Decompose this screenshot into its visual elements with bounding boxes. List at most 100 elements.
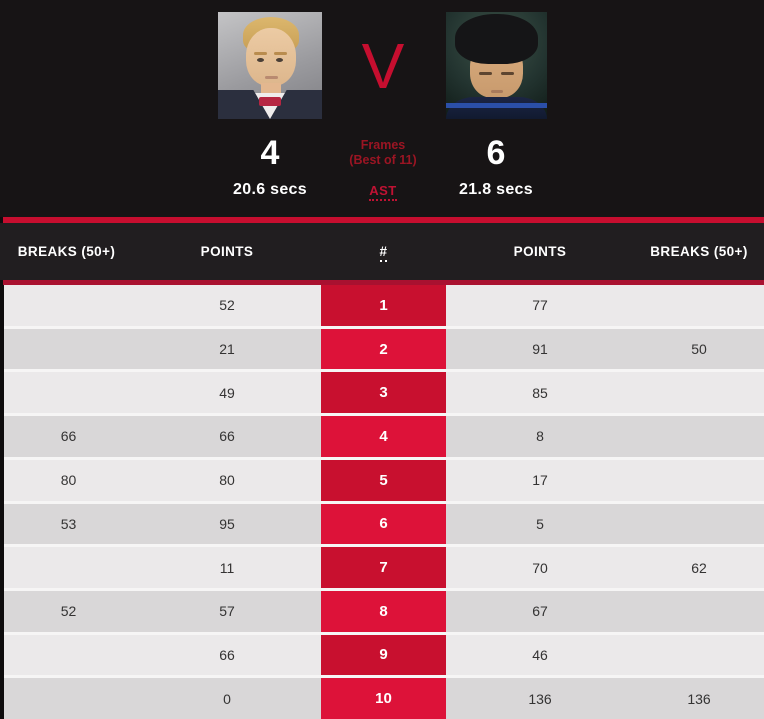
player2-breaks-cell (634, 504, 764, 545)
player2-photo-mouth (490, 90, 503, 93)
versus-column: V Frames (Best of 11) AST (327, 12, 439, 201)
frame-number-cell: 5 (321, 459, 446, 501)
frames-table-body: 52 1 77 21 2 91 50 49 3 85 66 66 4 8 80 … (0, 285, 764, 719)
versus-letter: V (361, 29, 405, 102)
player1-points-cell: 80 (219, 472, 235, 489)
player1-breaks-cell: 80 (60, 472, 77, 489)
match-header: 4 20.6 secs V Frames (Best of 11) AST (0, 0, 764, 217)
frame-row: 53 95 6 5 (4, 500, 764, 545)
player1-points-cell: 57 (219, 603, 235, 620)
player2-points-cell: 85 (532, 384, 548, 401)
header-player2-breaks: BREAKS (50+) (650, 244, 748, 259)
player2-breaks-cell (634, 460, 764, 501)
player2-photo-hair (454, 14, 538, 64)
frame-row: 52 57 8 67 (4, 587, 764, 632)
player1-points-cell: 11 (219, 559, 235, 576)
player2-points-cell: 67 (532, 603, 548, 620)
frame-row: 66 9 46 (4, 631, 764, 676)
player1-points-cell: 66 (219, 646, 235, 663)
player1-photo (218, 12, 322, 119)
player1-photo-brow (254, 52, 267, 55)
frame-number-hash: # (379, 244, 388, 262)
frame-row: 0 10 136 136 (4, 675, 764, 719)
player2-avg-shot-time: 21.8 secs (459, 181, 533, 198)
player2-breaks-cell (634, 591, 764, 632)
frame-number-cell: 7 (321, 547, 446, 588)
player2-points-cell: 91 (532, 341, 548, 358)
frames-best-of-label: Frames (Best of 11) (349, 133, 416, 173)
player2-breaks-cell: 50 (691, 341, 707, 358)
player2-breaks-cell (634, 285, 764, 326)
frame-row: 66 66 4 8 (4, 413, 764, 457)
player2-points-cell: 136 (528, 690, 552, 707)
player1-breaks-cell (4, 372, 133, 413)
player1-photo-mouth (265, 76, 278, 79)
player2-points-cell: 46 (532, 646, 548, 663)
frame-number-cell: 8 (321, 590, 446, 632)
hero-grid: 4 20.6 secs V Frames (Best of 11) AST (0, 0, 764, 201)
player2-breaks-cell (634, 416, 764, 457)
frame-row: 21 2 91 50 (4, 325, 764, 370)
player2-photo-collar-stripe (445, 103, 547, 108)
player1-points-cell: 66 (219, 428, 235, 445)
versus-slot: V (362, 12, 405, 119)
frame-row: 49 3 85 (4, 369, 764, 414)
player2-points-cell: 70 (532, 559, 548, 576)
player2-photo-eye (478, 72, 492, 75)
frames-label-line2: (Best of 11) (349, 153, 417, 167)
frame-row: 11 7 70 62 (4, 544, 764, 588)
player1-breaks-cell (4, 635, 133, 676)
player2-breaks-cell: 136 (687, 690, 711, 707)
frame-row: 52 1 77 (4, 285, 764, 326)
frame-number-cell: 1 (321, 285, 446, 326)
frames-table-header: BREAKS (50+) POINTS # POINTS BREAKS (50+… (0, 223, 764, 280)
player2-breaks-cell (634, 635, 764, 676)
player1-breaks-cell: 52 (60, 603, 77, 620)
player1-breaks-cell (4, 547, 133, 588)
frame-row: 80 80 5 17 (4, 456, 764, 501)
frame-number-cell: 3 (321, 372, 446, 414)
header-player1-breaks: BREAKS (50+) (17, 244, 116, 259)
player1-photo-eye (257, 58, 264, 62)
player1-points-cell: 49 (219, 384, 235, 401)
ast-slot: AST (369, 182, 397, 201)
header-frame-number: # (321, 244, 446, 262)
ast-abbreviation: AST (369, 183, 397, 201)
player1-breaks-cell (4, 678, 133, 719)
frame-number-cell: 2 (321, 328, 446, 370)
header-player2-points: POINTS (513, 244, 567, 259)
player2-points-cell: 77 (532, 297, 548, 314)
frame-number-cell: 9 (321, 634, 446, 676)
player1-photo-brow (274, 52, 287, 55)
player1-points-cell: 95 (219, 515, 235, 532)
player2-photo-eye (500, 72, 514, 75)
player1-avg-shot-time: 20.6 secs (233, 181, 307, 198)
player1-photo-eye (276, 58, 283, 62)
player2-points-cell: 8 (536, 428, 544, 445)
player2-frames-score: 6 (486, 133, 506, 172)
player2-points-cell: 17 (532, 472, 548, 489)
frame-number-cell: 4 (321, 416, 446, 457)
player2-column: 6 21.8 secs (439, 12, 553, 200)
divider-red-bottom (0, 280, 764, 285)
player1-breaks-cell (4, 329, 133, 370)
player1-breaks-cell: 53 (60, 515, 77, 532)
player1-points-cell: 52 (219, 297, 235, 314)
player2-breaks-cell (634, 372, 764, 413)
player1-breaks-cell (4, 285, 133, 326)
divider-red-top (0, 217, 764, 223)
player1-points-cell: 0 (223, 690, 231, 707)
frame-number-cell: 10 (321, 678, 446, 719)
frames-label-line1: Frames (360, 138, 406, 152)
player2-points-cell: 5 (536, 515, 544, 532)
player2-photo-shoulders (445, 97, 547, 119)
player1-column: 4 20.6 secs (213, 12, 327, 200)
player1-points-cell: 21 (219, 341, 235, 358)
player1-photo-bowtie (259, 97, 281, 106)
player2-breaks-cell: 62 (691, 559, 707, 576)
player1-frames-score: 4 (260, 133, 280, 172)
header-player1-points: POINTS (200, 244, 254, 259)
player2-photo (445, 12, 547, 119)
frame-number-cell: 6 (321, 503, 446, 545)
